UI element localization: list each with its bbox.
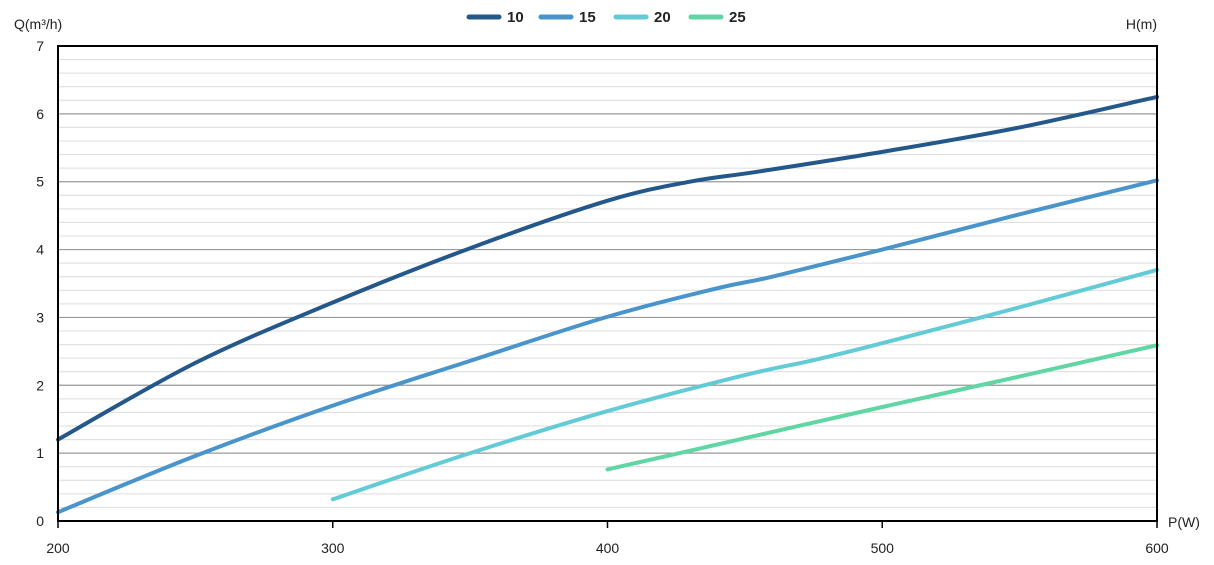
x-tick-label: 300 — [321, 540, 345, 556]
series-layer — [56, 94, 1159, 515]
x-tick-label: 200 — [46, 540, 70, 556]
series-line-10 — [56, 94, 1159, 442]
legend-label-25: 25 — [729, 9, 746, 26]
y-tick-label: 6 — [36, 106, 44, 122]
x-axis-title: P(W) — [1168, 514, 1200, 530]
y-tick-label: 0 — [36, 513, 44, 529]
major-grid — [58, 113, 1157, 454]
y-tick-label: 2 — [36, 377, 44, 393]
y-tick-label: 7 — [36, 38, 44, 54]
x-tick-label: 500 — [871, 540, 895, 556]
y-tick-label: 4 — [36, 242, 44, 258]
plot-frame — [57, 45, 1158, 522]
y-tick-label: 5 — [36, 174, 44, 190]
series-line-20 — [330, 267, 1159, 502]
x-tick-label: 600 — [1145, 540, 1169, 556]
x-tick-label: 400 — [596, 540, 620, 556]
series-line-25 — [605, 343, 1159, 472]
minor-grid — [58, 59, 1157, 508]
legend: 10 15 20 25 — [466, 9, 746, 26]
y-axis-title: Q(m³/h) — [14, 16, 62, 32]
legend-label-15: 15 — [579, 9, 596, 26]
legend-label-10: 10 — [507, 9, 524, 26]
legend-label-20: 20 — [654, 9, 671, 26]
series-line-15 — [56, 178, 1159, 515]
x-axis-ticks: 200 300 400 500 600 — [46, 521, 1169, 556]
y-tick-label: 3 — [36, 309, 44, 325]
y-tick-label: 1 — [36, 445, 44, 461]
y-axis-ticks: 0 1 2 3 4 5 6 7 — [36, 38, 44, 529]
y2-axis-title: H(m) — [1126, 16, 1157, 32]
